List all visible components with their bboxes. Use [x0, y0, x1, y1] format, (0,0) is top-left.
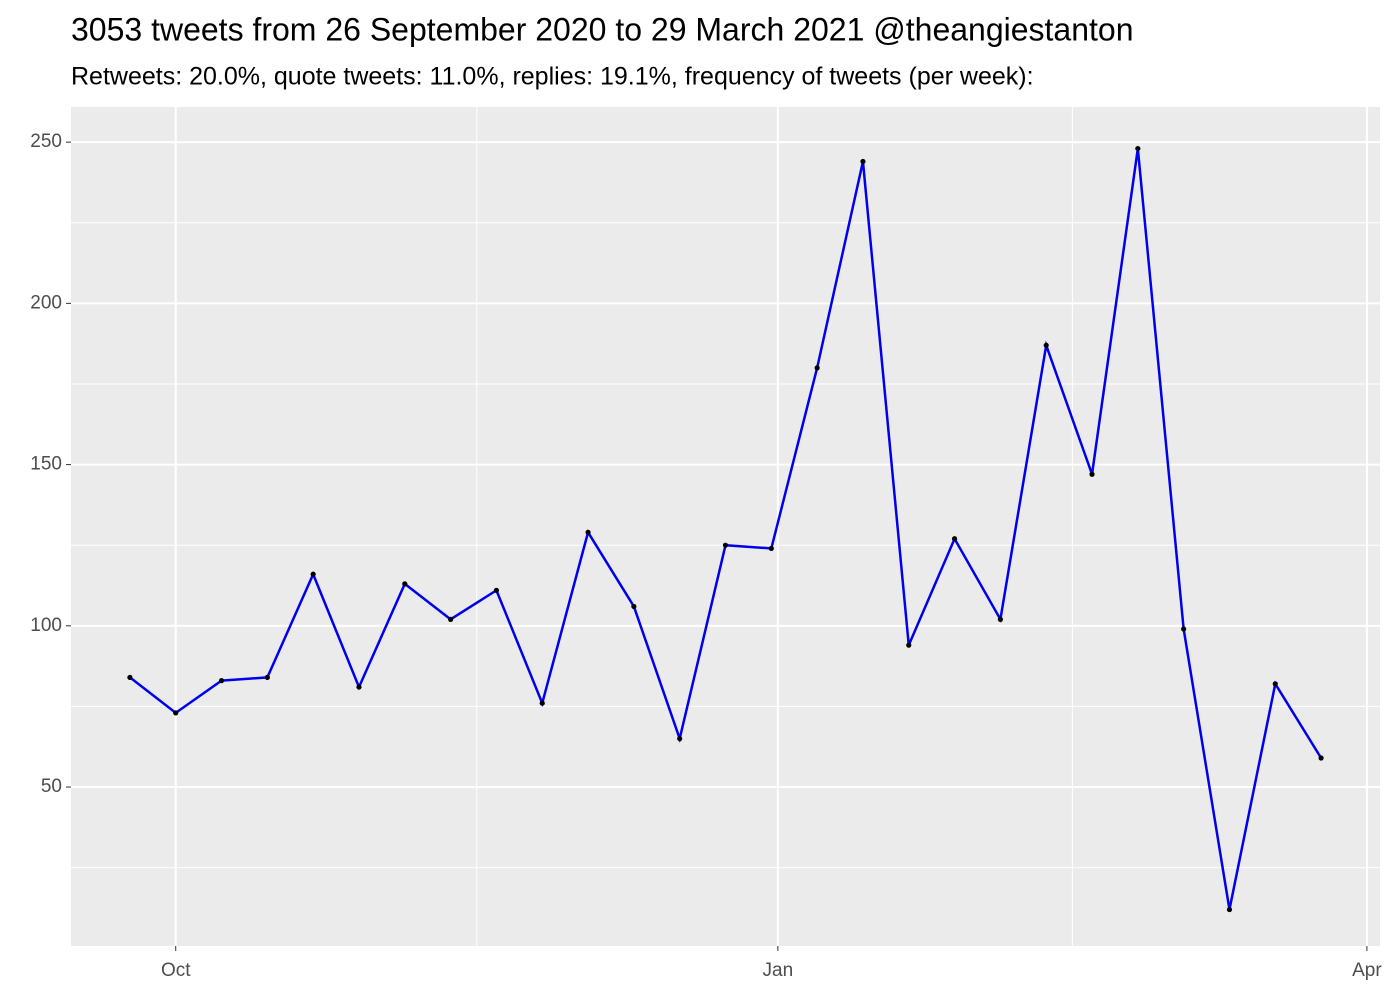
point	[402, 581, 408, 587]
point	[677, 736, 683, 742]
chart-title: 3053 tweets from 26 September 2020 to 29…	[71, 11, 1134, 47]
y-tick-label: 150	[30, 454, 62, 475]
point	[218, 678, 225, 684]
chart-subtitle: Retweets: 20.0%, quote tweets: 11.0%, re…	[71, 63, 1034, 91]
point	[264, 674, 270, 681]
point	[951, 536, 958, 542]
point	[585, 529, 591, 535]
point	[173, 710, 179, 716]
point	[310, 571, 316, 577]
point	[997, 616, 1003, 622]
point	[722, 542, 729, 548]
y-tick-label: 200	[30, 292, 62, 313]
point	[1272, 681, 1278, 687]
point	[127, 674, 133, 681]
point	[1135, 145, 1141, 152]
point	[448, 616, 454, 622]
point	[1226, 906, 1233, 913]
x-tick-label: Jan	[763, 960, 794, 981]
point	[860, 158, 866, 165]
point	[1043, 342, 1049, 348]
y-tick-label: 250	[30, 131, 62, 152]
point	[356, 684, 362, 690]
x-tick-label: Oct	[161, 960, 191, 981]
point	[1089, 471, 1095, 477]
point	[1318, 755, 1324, 761]
point	[493, 587, 500, 593]
x-tick-label: Apr	[1352, 960, 1382, 981]
point	[539, 700, 545, 706]
point	[814, 365, 820, 371]
point	[768, 545, 774, 552]
plot-panel	[71, 107, 1380, 946]
point	[906, 642, 912, 648]
point	[1181, 626, 1187, 632]
point	[631, 603, 637, 610]
y-tick-label: 50	[41, 776, 62, 797]
y-tick-label: 100	[30, 615, 62, 636]
